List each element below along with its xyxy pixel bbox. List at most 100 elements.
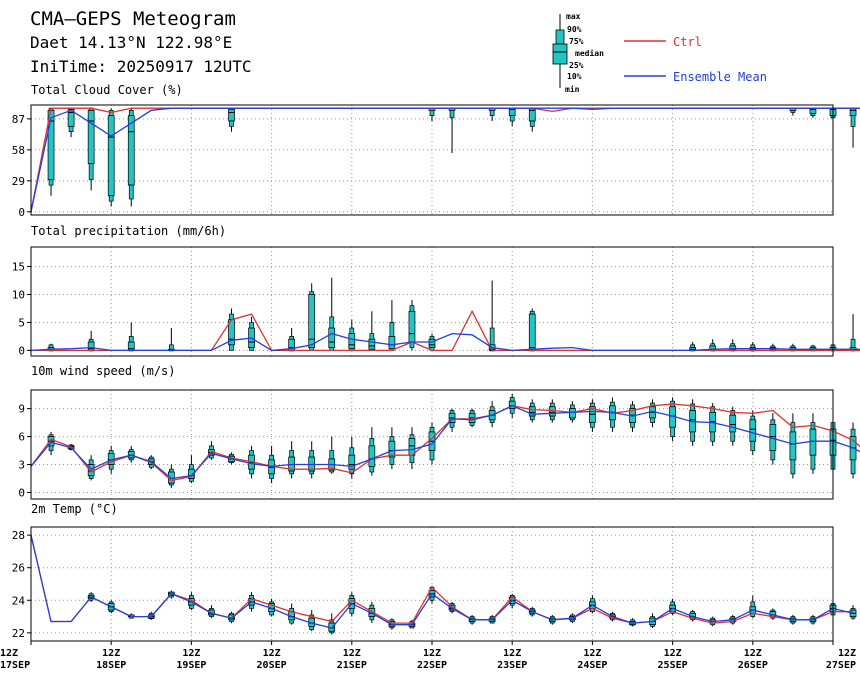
box-lower-tail: [128, 184, 134, 200]
box-lower-tail: [289, 470, 294, 475]
box-lower-tail: [610, 419, 615, 428]
ensemble-box: [268, 445, 275, 484]
chart-title: CMA—GEPS Meteogram: [30, 8, 236, 30]
box-interquartile: [368, 338, 376, 350]
box-upper-tail: [529, 310, 535, 315]
box-lower-tail: [108, 609, 114, 613]
box-lower-tail: [429, 109, 435, 117]
box-lower-tail: [449, 422, 455, 428]
legend: max 90% 75% median 25% 10% min Ctrl Ense…: [552, 12, 767, 94]
ensemble-box: [368, 311, 376, 351]
box-interquartile: [528, 313, 536, 351]
ensemble-box: [87, 107, 95, 191]
box-interquartile: [228, 108, 235, 122]
box-upper-tail: [369, 333, 375, 340]
x-tick-date-label: 25SEP: [658, 660, 688, 671]
box-upper-tail: [569, 404, 575, 409]
ensemble-box: [388, 300, 396, 351]
box-lower-tail: [790, 109, 796, 113]
legend-p10-label: 10%: [567, 72, 582, 81]
x-tick-hour-label: 12Z: [182, 648, 200, 659]
box-lower-tail: [249, 347, 254, 351]
box-lower-tail: [269, 473, 274, 479]
box-lower-tail: [169, 482, 174, 486]
box-upper-tail: [750, 601, 756, 608]
box-lower-tail: [569, 417, 575, 421]
box-upper-tail: [489, 327, 495, 346]
box-upper-tail: [610, 401, 615, 407]
ensemble-box: [188, 455, 195, 484]
ctrl-series-line: [30, 534, 853, 624]
ensemble-box: [428, 107, 436, 122]
legend-mean-label: Ensemble Mean: [673, 70, 767, 84]
legend-max-label: max: [566, 12, 581, 21]
box-interquartile: [348, 333, 356, 350]
box-lower-tail: [229, 344, 234, 351]
y-tick-label: 87: [12, 113, 25, 126]
ensemble-box: [288, 328, 295, 352]
box-upper-tail: [269, 454, 274, 461]
x-tick-hour-label: 12Z: [838, 648, 856, 659]
panel-title: 10m wind speed (m/s): [31, 364, 176, 378]
ensemble-box: [228, 308, 235, 351]
box-lower-tail: [449, 609, 455, 613]
x-tick-date-label: 18SEP: [96, 660, 126, 671]
box-lower-tail: [189, 478, 194, 482]
y-tick-label: 24: [12, 594, 26, 607]
x-tick-hour-label: 12Z: [343, 648, 361, 659]
ctrl-series-line: [30, 107, 860, 212]
box-lower-tail: [850, 459, 856, 475]
ensemble-box: [308, 283, 316, 351]
x-tick-hour-label: 12Z: [0, 648, 18, 659]
box-lower-tail: [148, 464, 154, 468]
box-upper-tail: [108, 450, 114, 454]
box-interquartile: [328, 327, 336, 348]
box-lower-tail: [850, 616, 856, 619]
box-interquartile: [388, 336, 396, 350]
box-lower-tail: [88, 163, 94, 181]
box-lower-tail: [850, 115, 856, 127]
box-upper-tail: [309, 450, 315, 458]
box-interquartile: [408, 310, 416, 343]
x-tick-hour-label: 12Z: [664, 648, 682, 659]
box-lower-tail: [529, 415, 535, 421]
box-upper-tail: [88, 338, 94, 343]
box-lower-tail: [429, 450, 435, 461]
box-upper-tail: [249, 450, 254, 456]
box-upper-tail: [690, 344, 696, 348]
legend-p90-label: 90%: [567, 25, 582, 34]
box-interquartile: [809, 428, 817, 456]
box-lower-tail: [750, 440, 756, 451]
panel-title: 2m Temp (°C): [31, 502, 118, 516]
box-upper-tail: [690, 403, 696, 411]
ensemble-box: [749, 342, 757, 352]
box-lower-tail: [569, 619, 575, 622]
box-lower-tail: [329, 469, 335, 473]
y-tick-label: 5: [18, 316, 25, 329]
box-lower-tail: [529, 120, 535, 127]
box-upper-tail: [389, 322, 395, 337]
box-lower-tail: [770, 450, 776, 461]
box-upper-tail: [349, 447, 355, 456]
x-tick-hour-label: 12Z: [583, 648, 601, 659]
box-lower-tail: [369, 466, 375, 473]
box-upper-tail: [710, 406, 716, 413]
box-lower-tail: [469, 621, 475, 624]
box-lower-tail: [229, 461, 234, 464]
legend-p25-label: 25%: [569, 61, 584, 70]
ensemble-box: [809, 413, 817, 474]
box-lower-tail: [289, 619, 294, 624]
box-interquartile: [568, 408, 576, 419]
box-lower-tail: [670, 426, 675, 437]
box-lower-tail: [630, 422, 635, 428]
box-upper-tail: [409, 305, 415, 312]
box-upper-tail: [429, 426, 435, 433]
ensemble-box: [288, 603, 295, 625]
box-lower-tail: [449, 109, 455, 119]
box-interquartile: [789, 431, 797, 461]
box-upper-tail: [189, 595, 194, 600]
box-lower-tail: [549, 621, 555, 624]
panel-frame: [30, 246, 834, 357]
ensemble-box: [67, 107, 75, 138]
